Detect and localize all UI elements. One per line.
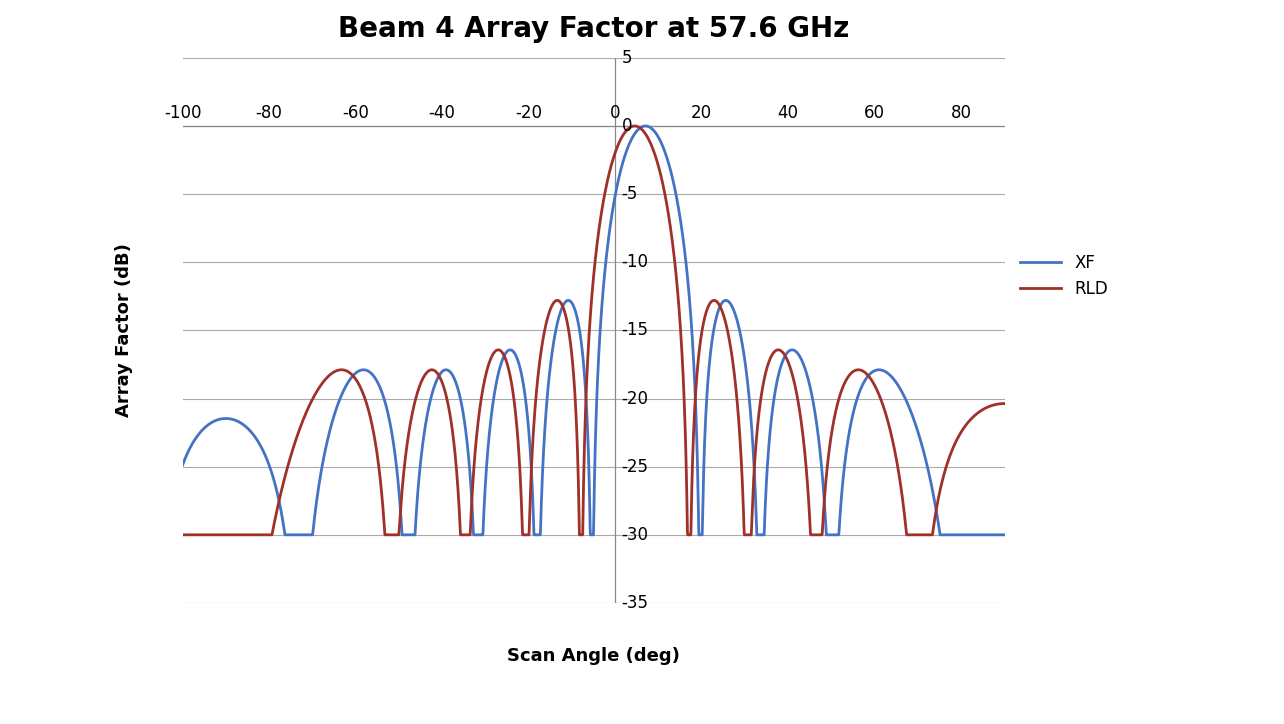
RLD [981,403,996,411]
Text: -10: -10 [621,253,648,272]
XF [996,531,1012,539]
Text: -100: -100 [164,104,202,122]
Text: -20: -20 [621,390,648,408]
Text: -40: -40 [429,104,456,122]
Text: -15: -15 [621,321,648,340]
Text: 80: 80 [950,104,972,122]
XF [317,445,333,454]
RLD [525,427,541,436]
Text: 40: 40 [778,104,799,122]
Text: Scan Angle (deg): Scan Angle (deg) [507,647,681,665]
RLD [268,509,284,518]
Text: 60: 60 [864,104,885,122]
RLD [175,531,190,539]
Line: XF: XF [182,126,1004,535]
Text: -60: -60 [342,104,369,122]
Text: -80: -80 [256,104,282,122]
Text: -35: -35 [621,594,648,612]
Text: 20: 20 [691,104,713,122]
RLD [317,375,333,384]
XF [277,531,293,539]
XF [490,371,506,379]
XF [981,531,996,539]
Title: Beam 4 Array Factor at 57.6 GHz: Beam 4 Array Factor at 57.6 GHz [338,15,849,43]
RLD [627,122,642,130]
XF [638,122,654,130]
Text: -20: -20 [515,104,542,122]
Text: Array Factor (dB): Array Factor (dB) [116,243,134,417]
Text: 0: 0 [621,117,632,135]
Text: -25: -25 [621,458,648,476]
RLD [490,345,506,354]
XF [892,384,908,393]
XF [526,521,542,529]
RLD [996,399,1012,408]
Text: 0: 0 [610,104,620,122]
Legend: XF, RLD: XF, RLD [1013,247,1115,305]
Text: 5: 5 [621,49,632,67]
Text: -5: -5 [621,185,638,203]
Text: -30: -30 [621,526,648,544]
XF [175,460,190,469]
Line: RLD: RLD [182,126,1004,535]
XF [268,485,284,494]
RLD [892,477,908,486]
